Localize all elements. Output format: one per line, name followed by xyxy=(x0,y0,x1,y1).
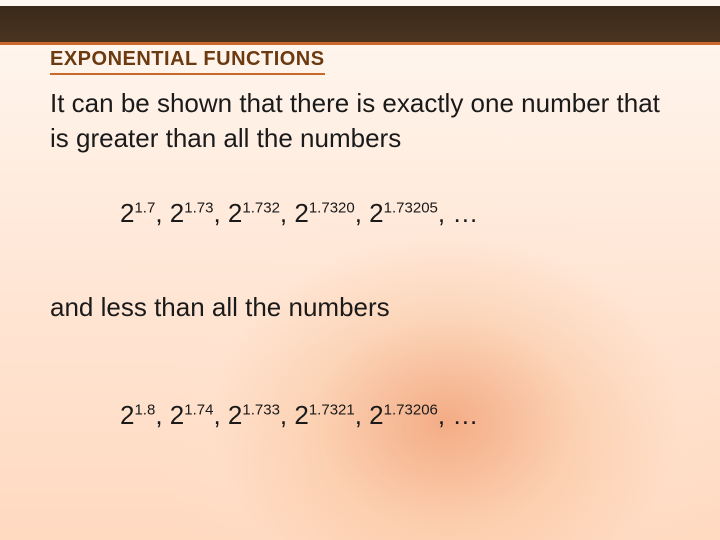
header-bar xyxy=(0,6,720,42)
math-sequence-lower: 21.7, 21.73, 21.732, 21.7320, 21.73205, … xyxy=(120,198,478,229)
paragraph-2: and less than all the numbers xyxy=(50,290,670,325)
paragraph-1: It can be shown that there is exactly on… xyxy=(50,86,670,156)
section-title: EXPONENTIAL FUNCTIONS xyxy=(50,48,325,75)
math-sequence-upper: 21.8, 21.74, 21.733, 21.7321, 21.73206, … xyxy=(120,400,478,431)
slide: EXPONENTIAL FUNCTIONS It can be shown th… xyxy=(0,0,720,540)
header-underline xyxy=(0,42,720,45)
